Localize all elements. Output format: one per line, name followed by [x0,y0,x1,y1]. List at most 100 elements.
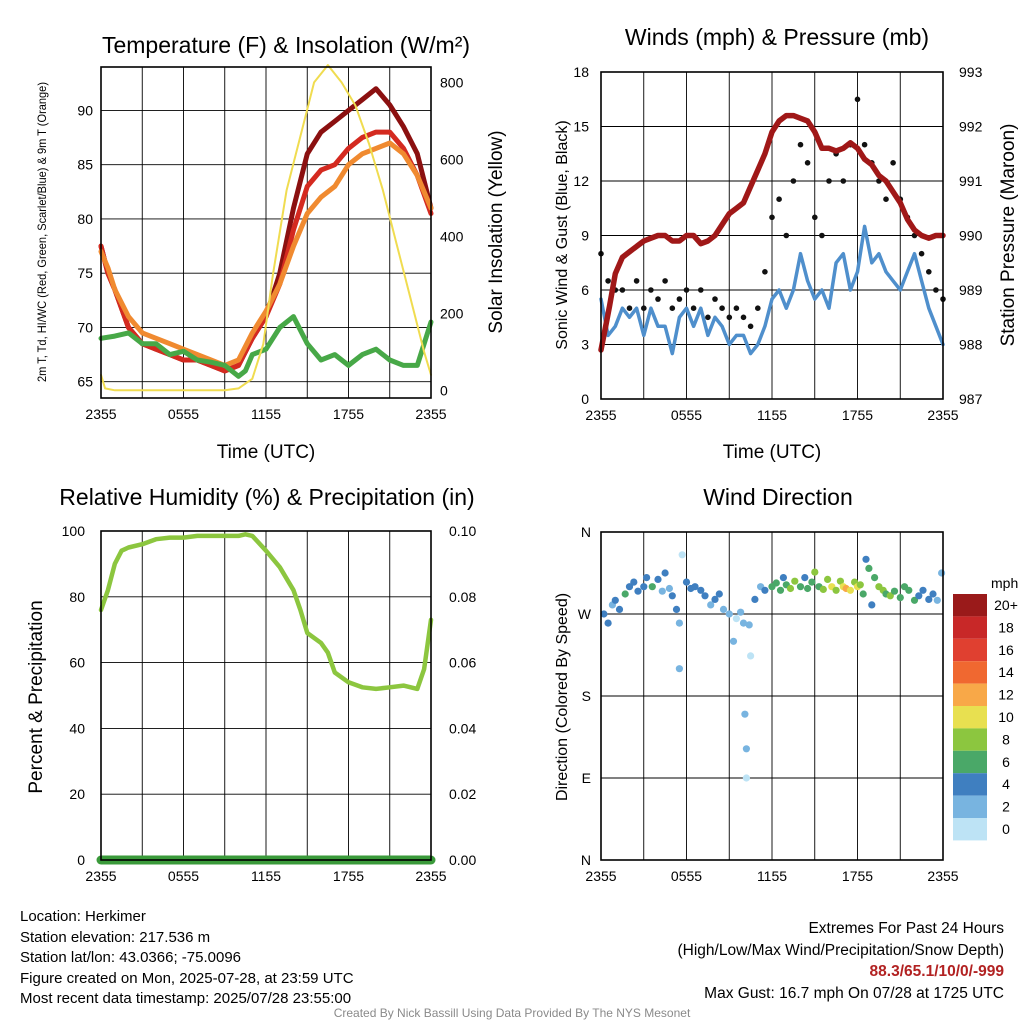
y-tick-label: W [578,606,592,622]
elevation-text: Station elevation: 217.536 m [20,928,211,946]
gust-point [840,178,847,184]
y2-tick-label: 800 [440,74,464,90]
y2-tick-label: 400 [440,228,464,244]
y-tick-label: 3 [581,337,589,353]
y2-tick-label: 0.06 [449,655,476,671]
series-line-pressure [598,112,946,353]
plot-frame [100,66,432,399]
direction-point [661,569,669,577]
colorbar-label: 8 [1002,731,1010,747]
y2-tick-label: 200 [440,305,464,321]
series-line-wind [599,224,945,356]
gust-point [655,296,661,302]
y2-tick-label: 0.08 [449,589,476,605]
gust-point [783,232,790,239]
direction-point [862,555,870,563]
gust-point [755,305,761,312]
direction-point [634,587,642,595]
y2-tick-label: 0.02 [449,786,476,802]
panel-2: 0 3 6 9 12 15 18 987 988 989 990 991 992 993 2355 0555 1… [554,24,1019,463]
y2-tick-label: 993 [959,64,983,80]
gust-point [797,141,804,148]
direction-point [801,574,809,582]
direction-point [890,587,899,595]
y-axis-label: Percent & Precipitation [26,600,47,793]
y2-tick-label: 992 [959,119,983,135]
y2-tick-label: 0.04 [449,720,476,736]
x-tick-label: 0555 [671,407,702,423]
colorbar-label: 6 [1002,754,1010,770]
gust-point [762,269,768,275]
x-tick-label: 0555 [168,868,199,884]
direction-point [640,583,648,591]
direction-point [786,584,795,593]
y-tick-label: 40 [69,720,85,736]
x-tick-label: 2355 [927,868,958,884]
direction-point [761,586,769,594]
gust-point [605,278,611,284]
series-line-4 [98,314,434,379]
y-tick-label: N [581,524,591,540]
panel-1: 65 70 75 80 85 90 0 200 400 600 800 2355 0555 1155 175… [35,32,507,463]
x-tick-label: 1155 [251,406,281,422]
direction-point [732,615,741,623]
panel-3: 0 20 40 60 80 100 0.00 0.02 0.04 0.06 0.08 0.10 2355… [26,484,476,884]
y2-tick-label: 600 [440,151,464,167]
direction-point [672,605,681,614]
direction-point [604,619,612,627]
plot-frame [100,530,432,861]
y-tick-label: S [582,688,591,704]
location-text: Location: Herkimer [20,908,146,925]
direction-point [772,579,780,587]
y-tick-label: 100 [62,523,86,539]
y2-tick-label: 989 [959,282,983,298]
direction-point [691,583,699,591]
y2-axis-label: Solar Insolation (Yellow) [486,130,507,333]
direction-point [776,586,785,594]
colorbar-title: mph [991,575,1018,591]
chart-title: Relative Humidity (%) & Precipitation (i… [59,484,474,510]
x-tick-label: 1755 [333,868,364,884]
y-tick-label: 20 [69,786,85,802]
gust-point [641,305,647,312]
direction-point [611,596,619,604]
y-axis-label: Direction (Colored By Speed) [554,593,571,801]
gust-point [812,214,818,221]
colorbar-swatch [953,728,987,751]
plot-frame [600,531,944,861]
y2-tick-label: 0.10 [449,523,476,539]
gust-point [933,287,939,293]
colorbar-swatch [953,683,987,706]
y-axis-label: Sonic Wind & Gust (Blue, Black) [554,120,571,349]
direction-point [725,610,733,618]
gust-point [669,305,676,312]
direction-point [621,590,629,598]
direction-point [819,585,827,594]
gust-point [740,314,747,321]
extremes-block: Extremes For Past 24 Hours (High/Low/Max… [678,918,1005,1004]
colorbar-label: 14 [998,664,1014,680]
direction-point [886,592,894,600]
x-tick-label: 2355 [85,406,116,422]
y2-tick-label: 0 [440,382,448,398]
direction-point [675,665,684,673]
direction-point [643,574,651,582]
gust-point [633,278,640,284]
y2-tick-label: 990 [959,228,983,244]
colorbar-label: 20+ [994,597,1018,613]
gust-point [854,96,861,103]
direction-point [707,601,715,609]
colorbar-label: 10 [998,709,1014,725]
direction-point [779,574,788,582]
colorbar-swatch [953,594,987,617]
direction-point [804,584,812,593]
x-tick-label: 1155 [757,407,787,423]
direction-point [910,596,919,604]
extremes-values: 88.3/65.1/10/0/-999 [869,963,1004,980]
direction-point [719,605,728,614]
x-tick-label: 2355 [927,407,958,423]
y2-axis-label: Station Pressure (Maroon) [998,124,1019,347]
